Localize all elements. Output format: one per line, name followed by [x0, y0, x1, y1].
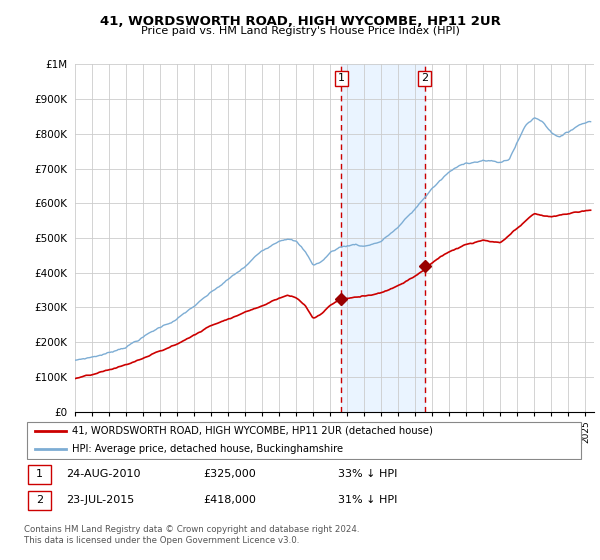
Text: £418,000: £418,000: [203, 495, 256, 505]
Text: HPI: Average price, detached house, Buckinghamshire: HPI: Average price, detached house, Buck…: [71, 445, 343, 454]
Text: 1: 1: [338, 73, 345, 83]
FancyBboxPatch shape: [28, 465, 52, 484]
Bar: [341, 64, 425, 412]
Text: 2: 2: [36, 495, 43, 505]
Text: 24-AUG-2010: 24-AUG-2010: [66, 469, 140, 479]
FancyBboxPatch shape: [27, 422, 581, 459]
Text: 1: 1: [36, 469, 43, 479]
Text: 23-JUL-2015: 23-JUL-2015: [66, 495, 134, 505]
Text: Contains HM Land Registry data © Crown copyright and database right 2024.
This d: Contains HM Land Registry data © Crown c…: [24, 525, 359, 545]
Text: 41, WORDSWORTH ROAD, HIGH WYCOMBE, HP11 2UR: 41, WORDSWORTH ROAD, HIGH WYCOMBE, HP11 …: [100, 15, 500, 27]
Text: 2: 2: [421, 73, 428, 83]
FancyBboxPatch shape: [28, 491, 52, 510]
Text: 41, WORDSWORTH ROAD, HIGH WYCOMBE, HP11 2UR (detached house): 41, WORDSWORTH ROAD, HIGH WYCOMBE, HP11 …: [71, 426, 433, 436]
Text: £325,000: £325,000: [203, 469, 256, 479]
Text: 33% ↓ HPI: 33% ↓ HPI: [338, 469, 398, 479]
Text: 31% ↓ HPI: 31% ↓ HPI: [338, 495, 398, 505]
Text: Price paid vs. HM Land Registry's House Price Index (HPI): Price paid vs. HM Land Registry's House …: [140, 26, 460, 36]
